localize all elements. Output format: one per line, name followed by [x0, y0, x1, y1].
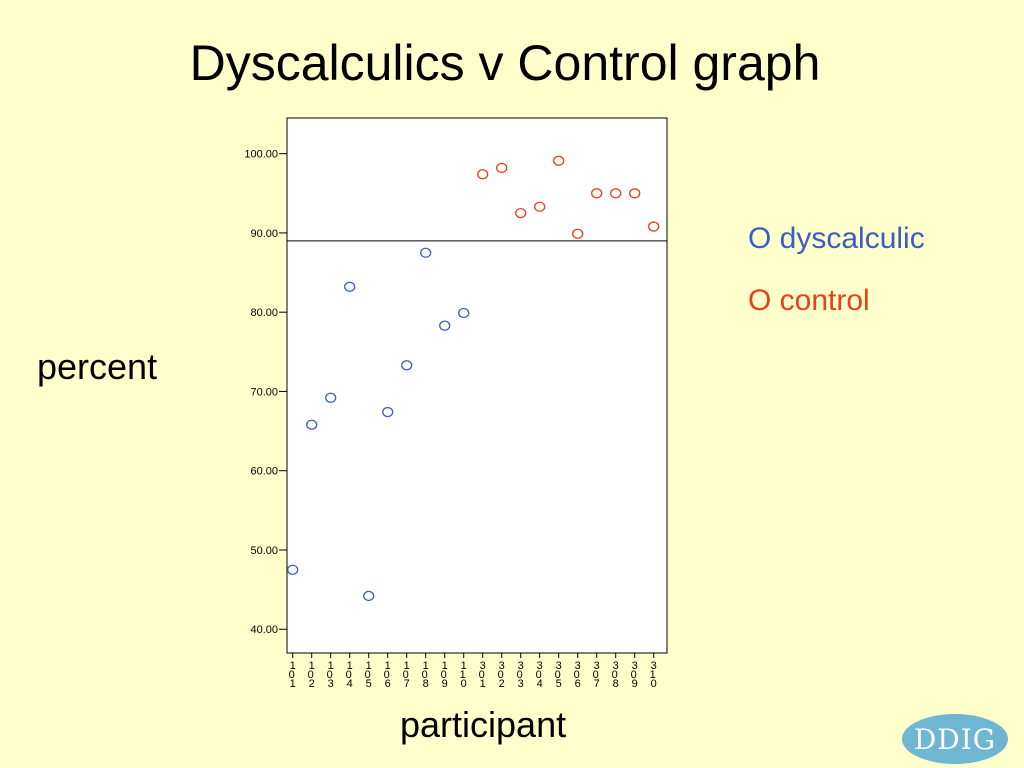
- dyscalculic-point: [439, 320, 451, 331]
- ddig-logo: DDIG: [902, 714, 1008, 764]
- y-tick-label: 90.00: [250, 228, 278, 240]
- control-point: [553, 155, 565, 166]
- legend-item-dyscalculic: O dyscalculic: [748, 222, 925, 255]
- dyscalculic-point: [420, 247, 432, 258]
- dyscalculic-point: [344, 281, 356, 292]
- control-point: [629, 188, 641, 199]
- control-point: [496, 162, 508, 174]
- legend: O dyscalculic O control: [748, 208, 925, 332]
- control-point: [648, 221, 660, 232]
- control-point: [477, 169, 489, 180]
- logo-text: DDIG: [913, 722, 997, 756]
- dyscalculic-point: [458, 307, 470, 319]
- y-tick-label: 100.00: [244, 149, 278, 161]
- dyscalculic-point: [325, 392, 337, 403]
- y-tick-label: 50.00: [250, 545, 278, 557]
- control-point: [515, 207, 527, 219]
- slide-title: Dyscalculics v Control graph: [189, 35, 821, 91]
- legend-item-control: O control: [748, 284, 870, 317]
- dyscalculic-point: [287, 564, 299, 575]
- control-point: [534, 201, 546, 212]
- dyscalculic-point: [382, 406, 394, 418]
- y-axis-label: percent: [37, 346, 158, 387]
- y-tick-label: 70.00: [250, 386, 278, 398]
- dyscalculic-point: [363, 590, 375, 602]
- plot-area: [286, 117, 668, 654]
- control-point: [591, 188, 603, 199]
- control-point: [610, 188, 622, 199]
- x-axis-label: participant: [400, 704, 567, 745]
- y-tick-label: 40.00: [250, 624, 278, 636]
- y-tick-label: 60.00: [250, 466, 278, 478]
- dyscalculic-point: [306, 419, 318, 430]
- control-point: [572, 228, 584, 239]
- dyscalculic-point: [401, 360, 413, 371]
- y-tick-label: 80.00: [250, 307, 278, 319]
